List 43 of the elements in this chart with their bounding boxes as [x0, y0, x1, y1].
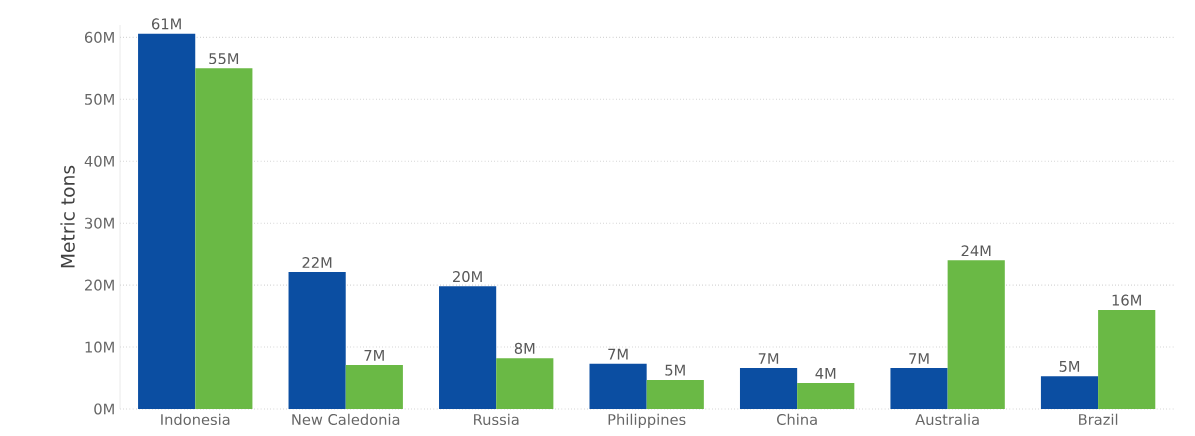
- y-tick-label: 50M: [85, 93, 114, 105]
- data-label: 8M: [514, 342, 535, 354]
- bar: [195, 68, 253, 409]
- bar: [646, 379, 704, 409]
- bar: [589, 363, 647, 409]
- x-tick-label: Brazil: [1079, 413, 1118, 426]
- x-tick-label: Philippines: [608, 413, 686, 428]
- data-label: 20M: [453, 271, 482, 283]
- data-label: 55M: [209, 53, 239, 65]
- data-label: 16M: [1112, 294, 1141, 306]
- data-label: 24M: [961, 245, 991, 257]
- data-label: 7M: [364, 350, 384, 361]
- data-label: 22M: [302, 256, 332, 268]
- y-tick-label: 30M: [85, 217, 114, 229]
- bar: [797, 382, 855, 409]
- bar: [288, 272, 346, 409]
- x-tick-label: New Caledonia: [292, 413, 400, 426]
- y-axis-title: Metric tons: [60, 165, 75, 268]
- data-label: 5M: [665, 364, 685, 376]
- x-tick-label: China: [777, 413, 817, 426]
- bar: [739, 368, 798, 409]
- bar: [345, 365, 403, 409]
- data-label: 61M: [152, 18, 181, 30]
- y-tick-label: 0M: [94, 403, 114, 415]
- data-label: 4M: [815, 368, 836, 379]
- data-label: 7M: [758, 353, 779, 364]
- data-label: 7M: [608, 348, 628, 360]
- x-tick-label: Indonesia: [161, 413, 230, 426]
- data-label: 5M: [1059, 361, 1080, 372]
- x-tick-label: Russia: [474, 413, 519, 426]
- bar: [138, 33, 196, 409]
- bar: [496, 358, 554, 409]
- bar: [439, 286, 497, 409]
- y-tick-label: 10M: [85, 341, 114, 353]
- y-tick-label: 20M: [85, 279, 114, 291]
- bar: [890, 368, 948, 409]
- y-tick-label: 40M: [84, 155, 114, 167]
- bar: [947, 260, 1005, 409]
- y-tick-label: 60M: [85, 31, 114, 43]
- bar: [1098, 309, 1156, 409]
- bar: [1040, 376, 1099, 409]
- x-tick-label: Australia: [915, 413, 979, 426]
- data-label: 7M: [909, 353, 929, 364]
